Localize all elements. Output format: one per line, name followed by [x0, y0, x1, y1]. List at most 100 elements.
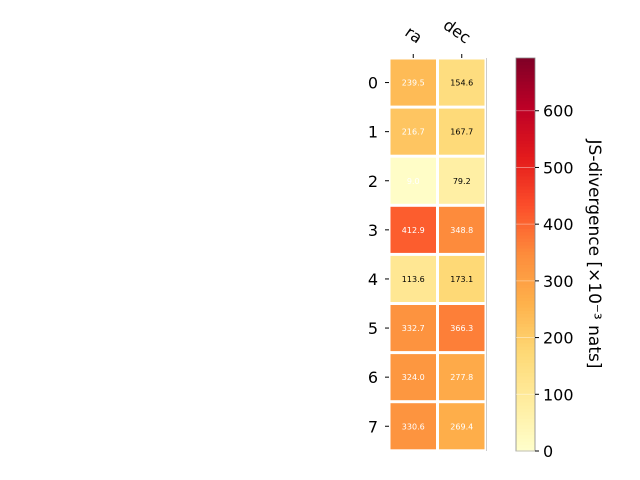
- colorbar-label: JS-divergence [×10⁻³ nats]: [584, 139, 604, 369]
- colorbar-segment: [516, 97, 535, 102]
- cell-value-label: 412.9: [402, 226, 425, 235]
- colorbar-segment: [516, 202, 535, 206]
- colorbar-segment: [516, 234, 535, 239]
- colorbar-segment: [516, 408, 535, 413]
- colorbar-segment: [516, 300, 535, 305]
- cell-value-label: 154.6: [450, 79, 473, 88]
- colorbar-segment: [516, 192, 535, 197]
- heatmap-cell-ra-3: [390, 206, 436, 253]
- colorbar-segment: [516, 257, 535, 262]
- heatmap-cell-dec-2: [439, 157, 485, 204]
- colorbar-segment: [516, 172, 535, 177]
- cell-value-label: 239.5: [402, 79, 425, 88]
- colorbar-segment: [516, 110, 535, 115]
- colorbar-segment: [516, 205, 535, 210]
- colorbar-segment: [516, 267, 535, 272]
- colorbar-segment: [516, 339, 535, 344]
- colorbar-segment: [516, 225, 535, 229]
- heatmap-cell-dec-4: [439, 255, 485, 302]
- cell-value-label: 79.2: [453, 177, 471, 186]
- colorbar-segment: [516, 424, 535, 429]
- colorbar-segment: [516, 405, 535, 410]
- colorbar-segment: [516, 67, 535, 72]
- colorbar-segment: [516, 123, 535, 128]
- heatmap-cells: [390, 59, 485, 450]
- heatmap-cell-labels: 239.5 154.6 216.7 167.7 9.0 79.2 412.9 348.8 113…: [402, 79, 473, 432]
- colorbar-segment: [516, 156, 535, 161]
- heatmap-cell-dec-6: [439, 354, 485, 401]
- colorbar-segment: [516, 342, 535, 347]
- colorbar-segment: [516, 428, 535, 432]
- colorbar-segment: [516, 365, 535, 370]
- colorbar: 0 100 200 300 400 500 600: [515, 57, 574, 461]
- colorbar-segment: [516, 388, 535, 393]
- colorbar-segment: [516, 80, 535, 85]
- colorbar-segment: [516, 126, 535, 131]
- colorbar-segment: [516, 185, 535, 190]
- colorbar-segment: [516, 182, 535, 187]
- colorbar-segment: [516, 133, 535, 138]
- heatmap-cell-ra-1: [390, 108, 436, 155]
- colorbar-segment: [516, 87, 535, 92]
- colorbar-tick-label: 100: [543, 385, 574, 404]
- colorbar-segment: [516, 175, 535, 180]
- colorbar-segment: [516, 159, 535, 164]
- colorbar-segment: [516, 418, 535, 423]
- colorbar-segment: [516, 447, 535, 452]
- row-label-5: 5: [368, 319, 378, 338]
- heatmap-cell-ra-4: [390, 255, 436, 302]
- colorbar-tick-label: 500: [543, 158, 574, 177]
- colorbar-segment: [516, 283, 535, 288]
- colorbar-frame: [515, 57, 536, 452]
- cell-value-label: 277.8: [450, 373, 473, 382]
- cell-value-label: 330.6: [402, 422, 425, 431]
- heatmap-cell-dec-3: [439, 206, 485, 253]
- colorbar-segment: [516, 375, 535, 380]
- row-label-1: 1: [368, 123, 378, 142]
- colorbar-tick-label: 300: [543, 272, 574, 291]
- colorbar-segment: [516, 264, 535, 269]
- cell-value-label: 167.7: [450, 128, 473, 137]
- colorbar-segment: [516, 303, 535, 308]
- colorbar-segment: [516, 58, 535, 62]
- colorbar-segment: [516, 94, 535, 98]
- colorbar-segment: [516, 441, 535, 446]
- colorbar-segment: [516, 166, 535, 170]
- column-label-ra: ra: [402, 22, 426, 47]
- row-label-6: 6: [368, 368, 378, 387]
- colorbar-segment: [516, 208, 535, 213]
- colorbar-segment: [516, 349, 535, 354]
- heatmap-cell-ra-2: [390, 157, 436, 204]
- cell-value-label: 113.6: [402, 275, 425, 284]
- heatmap-cell-ra-0: [390, 59, 436, 106]
- colorbar-segment: [516, 323, 535, 328]
- colorbar-segment: [516, 113, 535, 118]
- colorbar-segment: [516, 189, 535, 193]
- heatmap-cell-ra-6: [390, 354, 436, 401]
- column-labels: ra dec: [402, 15, 474, 58]
- colorbar-segment: [516, 444, 535, 449]
- colorbar-segment: [516, 434, 535, 439]
- colorbar-segment: [516, 277, 535, 282]
- colorbar-segment: [516, 316, 535, 321]
- colorbar-segment: [516, 247, 535, 252]
- colorbar-segment: [516, 306, 535, 311]
- colorbar-segment: [516, 90, 535, 95]
- colorbar-segment: [516, 74, 535, 79]
- colorbar-segment: [516, 64, 535, 69]
- colorbar-segment: [516, 103, 535, 108]
- colorbar-segment: [516, 139, 535, 144]
- colorbar-segment: [516, 116, 535, 121]
- colorbar-segment: [516, 372, 535, 377]
- colorbar-segment: [516, 251, 535, 256]
- row-label-3: 3: [368, 221, 378, 240]
- colorbar-segment: [516, 146, 535, 151]
- colorbar-segment: [516, 274, 535, 279]
- colorbar-segment: [516, 297, 535, 301]
- colorbar-segment: [516, 320, 535, 324]
- colorbar-tick-label: 400: [543, 215, 574, 234]
- heatmap-cell-ra-5: [390, 305, 436, 352]
- colorbar-segment: [516, 221, 535, 226]
- colorbar-segment: [516, 136, 535, 141]
